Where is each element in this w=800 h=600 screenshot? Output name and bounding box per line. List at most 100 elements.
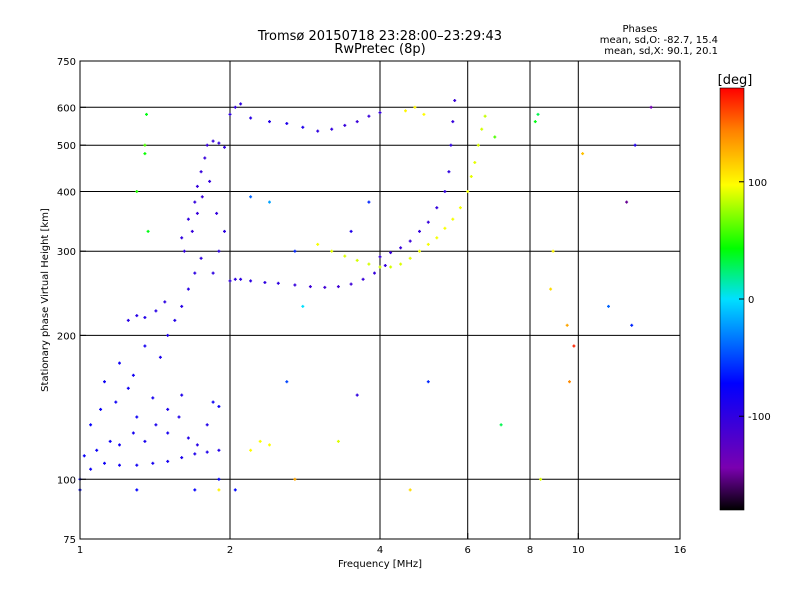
echo-point	[330, 127, 334, 131]
y-tick-label: 750	[57, 57, 76, 68]
echo-point	[211, 139, 215, 143]
echo-point	[367, 200, 371, 204]
echo-point	[205, 450, 209, 454]
echo-point	[103, 461, 106, 465]
y-tick-label: 75	[63, 535, 76, 546]
echo-point	[418, 249, 421, 253]
echo-point	[316, 242, 320, 246]
echo-point	[205, 423, 209, 427]
echo-point	[649, 105, 653, 109]
echo-point	[404, 109, 407, 113]
echo-point	[193, 452, 197, 456]
y-tick-label: 100	[57, 475, 76, 486]
echo-point	[308, 285, 312, 289]
echo-point	[263, 281, 267, 284]
echo-point	[568, 380, 571, 384]
colorbar-tick-label: 0	[748, 295, 754, 306]
echo-point	[217, 249, 221, 253]
echo-point	[163, 300, 167, 304]
echo-point	[158, 355, 162, 359]
echo-point	[343, 123, 347, 127]
x-tick-label: 10	[572, 545, 585, 556]
echo-point	[217, 488, 221, 492]
echo-point	[126, 318, 130, 322]
echo-point	[131, 373, 135, 377]
echo-point	[193, 271, 197, 275]
echo-point	[451, 217, 455, 221]
echo-point	[146, 229, 150, 233]
echo-point	[166, 431, 170, 435]
echo-point	[426, 242, 430, 246]
echo-point	[180, 304, 184, 308]
echo-point	[480, 127, 484, 131]
y-axis-label: Stationary phase Virtual Height [km]	[40, 208, 51, 392]
echo-point	[408, 239, 412, 243]
colorbar-label: [deg]	[718, 73, 753, 88]
echo-point	[422, 112, 426, 116]
echo-point	[336, 285, 340, 289]
y-tick-label: 200	[57, 331, 76, 342]
echo-point	[399, 246, 403, 250]
echo-point	[355, 393, 359, 397]
echo-point	[166, 459, 170, 463]
echo-point	[607, 304, 610, 308]
echo-point	[190, 229, 194, 233]
x-tick-label: 4	[377, 545, 383, 556]
echo-point	[114, 400, 118, 404]
echo-point	[301, 304, 305, 308]
colorbar-tick-label: 100	[748, 178, 767, 189]
echo-point	[343, 254, 347, 258]
echo-point	[533, 120, 537, 124]
x-tick-label: 6	[465, 545, 471, 556]
echo-point	[418, 229, 421, 233]
echo-point	[205, 143, 209, 147]
echo-point	[473, 161, 477, 164]
echo-point	[435, 236, 439, 240]
echo-point	[143, 439, 147, 443]
echo-point	[118, 361, 121, 365]
echo-point	[476, 143, 480, 147]
echo-point	[633, 143, 637, 147]
echo-point	[143, 344, 147, 348]
echo-point	[458, 206, 462, 210]
y-tick-label: 400	[57, 187, 76, 198]
y-tick-label: 600	[57, 103, 76, 114]
echo-point	[399, 262, 403, 266]
echo-point	[469, 175, 473, 178]
grid-lines	[80, 61, 680, 539]
echo-point	[99, 407, 103, 411]
echo-point	[378, 265, 382, 269]
echo-point	[195, 184, 199, 188]
echo-point	[483, 114, 487, 118]
echo-point	[293, 283, 297, 287]
echo-point	[118, 463, 121, 467]
echo-point	[186, 436, 190, 440]
echo-point	[499, 423, 503, 427]
echo-point	[208, 179, 212, 183]
x-tick-label: 8	[527, 545, 533, 556]
echo-point	[572, 344, 576, 348]
echo-point	[276, 281, 280, 285]
echo-point	[239, 102, 243, 106]
echo-point	[426, 220, 430, 224]
x-tick-labels: 1 2 4 6 8 10 16	[77, 533, 687, 556]
y-tick-labels: 75 100 200 300 400 500 600 750	[57, 57, 86, 546]
phase-info-heading: Phases	[622, 24, 657, 35]
echo-point	[408, 488, 412, 492]
x-tick-label: 16	[674, 545, 687, 556]
echo-point	[154, 423, 158, 427]
echo-point	[443, 190, 447, 193]
echo-point	[195, 211, 199, 215]
echo-point	[211, 271, 215, 275]
echo-point	[258, 439, 262, 443]
echo-point	[173, 318, 177, 322]
echo-point	[135, 488, 139, 492]
phase-info-x: mean, sd,X: 90.1, 20.1	[604, 46, 718, 57]
echo-point	[211, 400, 215, 404]
echo-point	[151, 461, 155, 465]
echo-point	[89, 423, 93, 427]
echo-point	[268, 120, 271, 124]
echo-point	[143, 143, 147, 147]
echo-point	[143, 152, 147, 156]
